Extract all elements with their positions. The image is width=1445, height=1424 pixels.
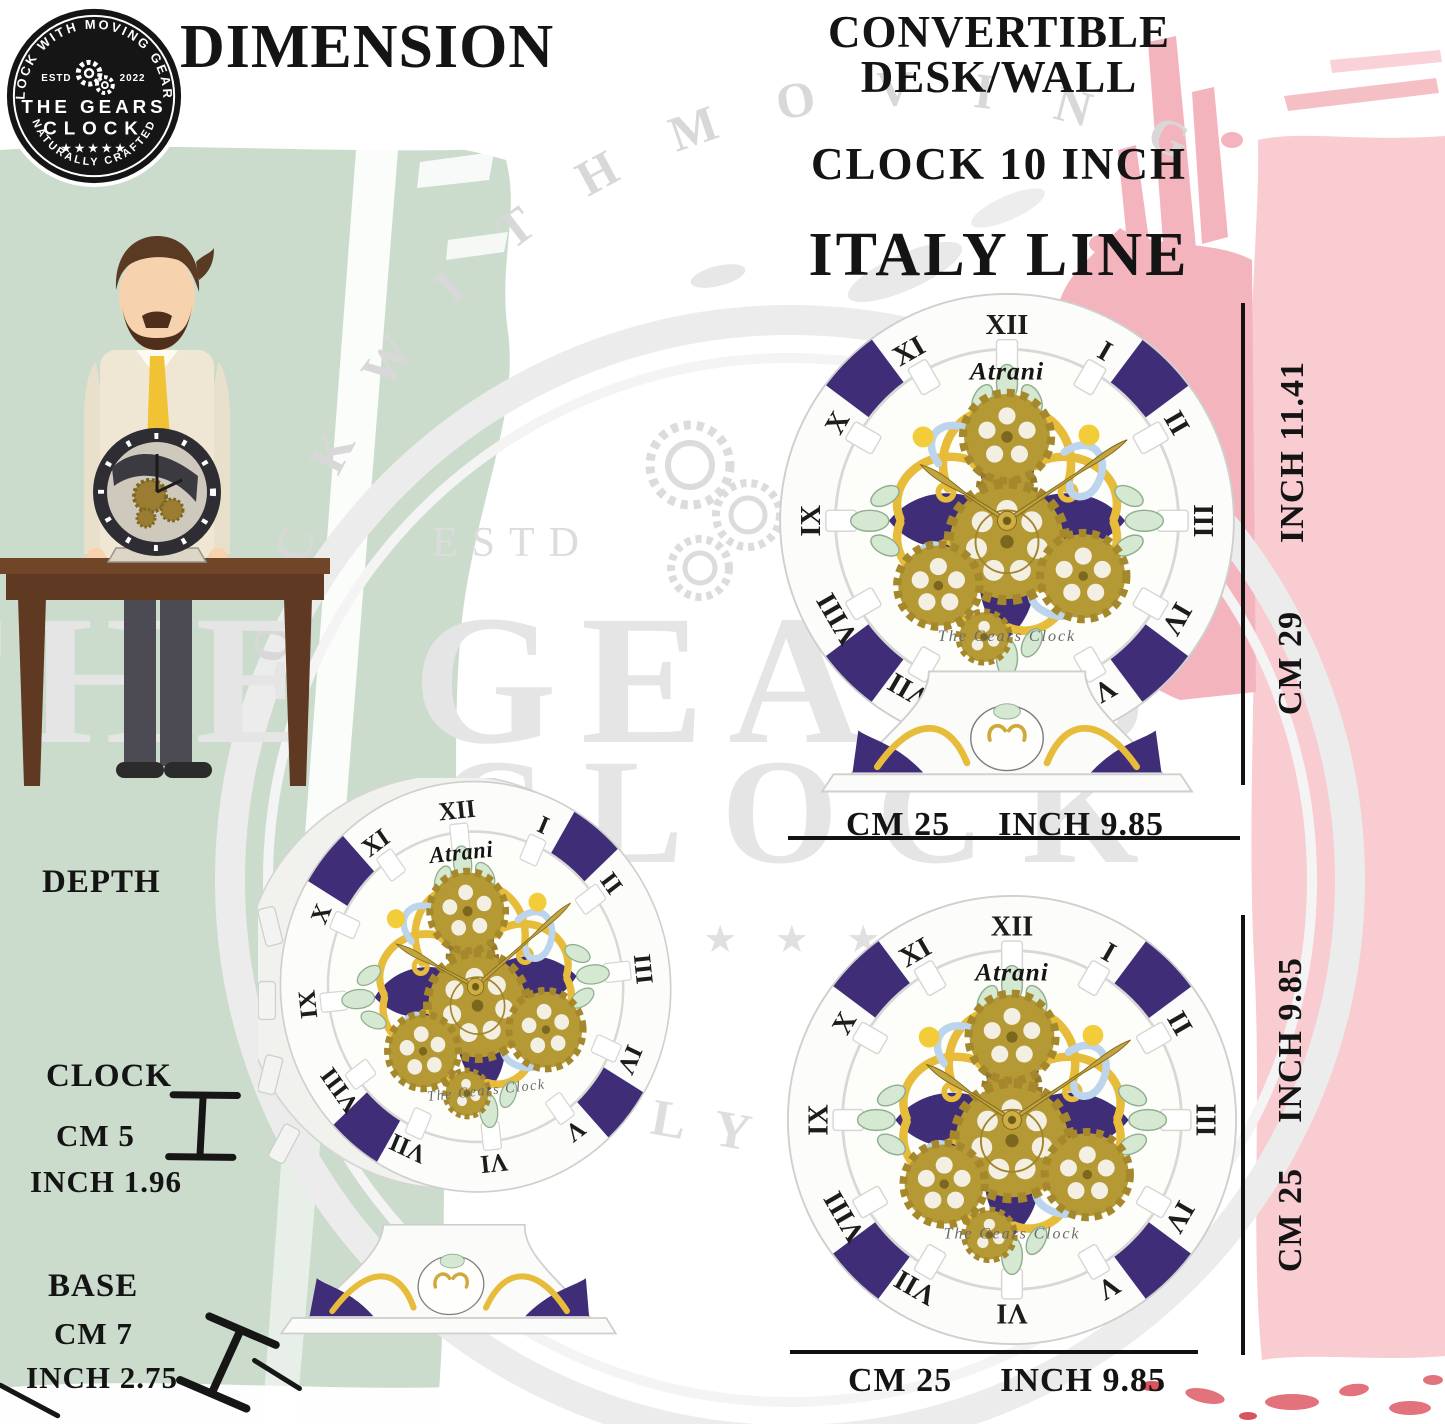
base-depth-label: BASE <box>48 1268 139 1304</box>
wall-clock-image <box>786 894 1238 1346</box>
craftsman-illustration <box>0 236 330 786</box>
desk-height-cm-label: CM 29 <box>1272 610 1309 716</box>
logo-name-1: THE GEARS <box>21 96 166 117</box>
product-title-line2: CLOCK 10 INCH <box>810 139 1188 189</box>
wall-width-cm-label: CM 25 <box>848 1362 953 1399</box>
wall-height-dimension-line <box>1241 915 1245 1355</box>
wall-width-labels: CM 25 INCH 9.85 <box>848 1362 1166 1400</box>
logo-year: 2022 <box>120 73 146 84</box>
brand-logo-badge: CLOCK WITH MOVING GEARS NATURALLY CRAFTE… <box>0 2 186 188</box>
side-view-clock-image <box>258 778 694 1343</box>
desk-height-dimension-line <box>1241 303 1245 785</box>
desk-width-labels: CM 25 INCH 9.85 <box>846 806 1164 844</box>
base-depth-inch: INCH 2.75 <box>26 1360 178 1395</box>
desk-width-cm-label: CM 25 <box>846 806 951 843</box>
watermark-gears-icon <box>645 420 784 601</box>
clock-depth-label: CLOCK <box>46 1058 173 1094</box>
depth-label: DEPTH <box>42 864 161 900</box>
desk-width-inch-label: INCH 9.85 <box>998 806 1164 843</box>
clock-depth-cm: CM 5 <box>56 1118 135 1153</box>
logo-name-2: CLOCK <box>43 118 144 139</box>
clock-depth-inch: INCH 1.96 <box>30 1164 182 1199</box>
wall-width-inch-label: INCH 9.85 <box>1000 1362 1166 1399</box>
page-title: DIMENSION <box>180 13 555 81</box>
wall-height-cm-label: CM 25 <box>1272 1167 1309 1273</box>
desk-clock-image <box>778 292 1236 802</box>
clock-depth-symbol <box>165 1091 241 1161</box>
gear-icon <box>75 59 115 96</box>
watermark-estd: ESTD <box>432 520 593 566</box>
base-depth-cm: CM 7 <box>54 1316 133 1351</box>
base-depth-symbol <box>176 1312 280 1413</box>
product-title-line3: ITALY LINE <box>808 221 1190 289</box>
desk-width-dimension-line <box>788 836 1240 840</box>
desk-height-inch-label: INCH 11.41 <box>1274 361 1311 543</box>
product-title-block: CONVERTIBLE DESK/WALL CLOCK 10 INCH ITAL… <box>690 4 1308 291</box>
paint-splatter <box>1140 1375 1443 1420</box>
table <box>0 558 330 786</box>
wall-width-dimension-line <box>790 1350 1198 1354</box>
table-clock <box>93 428 221 563</box>
product-title-line1: CONVERTIBLE DESK/WALL <box>828 7 1170 102</box>
logo-estd: ESTD <box>41 73 71 84</box>
logo-stars: ★★★★★ <box>60 141 128 155</box>
wall-height-inch-label: INCH 9.85 <box>1272 957 1309 1123</box>
